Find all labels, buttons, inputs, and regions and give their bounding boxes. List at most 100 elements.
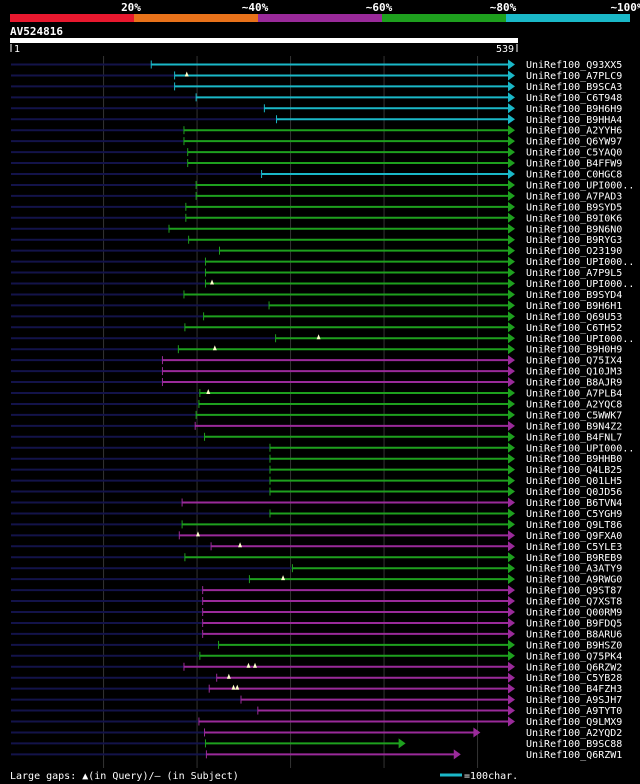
hit-row[interactable]: UniRef100_C5YAQ0 bbox=[11, 147, 622, 159]
hit-row[interactable]: UniRef100_A2YQC8 bbox=[11, 398, 622, 411]
hit-label[interactable]: UniRef100_UPI000.. bbox=[526, 334, 634, 345]
hit-label[interactable]: UniRef100_A3ATY9 bbox=[526, 564, 622, 575]
hit-row[interactable]: UniRef100_B8AJR9 bbox=[11, 377, 622, 389]
hit-row[interactable]: UniRef100_Q00RM9 bbox=[11, 607, 622, 619]
hit-label[interactable]: UniRef100_A7P9L5 bbox=[526, 268, 622, 279]
hit-row[interactable]: UniRef100_B4FZH3 bbox=[11, 683, 622, 696]
hit-row[interactable]: UniRef100_Q0JD56 bbox=[11, 486, 622, 499]
hit-label[interactable]: UniRef100_A7PLC9 bbox=[526, 71, 622, 82]
hit-label[interactable]: UniRef100_A7PAD3 bbox=[526, 191, 622, 202]
hit-row[interactable]: UniRef100_A7PLC9 bbox=[11, 70, 622, 82]
hit-row[interactable]: UniRef100_B9HSZ0 bbox=[11, 639, 622, 652]
hit-row[interactable]: UniRef100_UPI000.. bbox=[11, 278, 634, 291]
hit-row[interactable]: UniRef100_Q69U53 bbox=[11, 311, 622, 323]
hit-row[interactable]: UniRef100_B9H6H1 bbox=[11, 300, 622, 312]
hit-row[interactable]: UniRef100_A7PLB4 bbox=[11, 388, 622, 400]
hit-label[interactable]: UniRef100_C5YB28 bbox=[526, 673, 622, 684]
hit-row[interactable]: UniRef100_Q10JM3 bbox=[11, 366, 622, 378]
hit-row[interactable]: UniRef100_B9SYD4 bbox=[11, 289, 622, 301]
hit-row[interactable]: UniRef100_UPI000.. bbox=[11, 333, 634, 345]
hit-row[interactable]: UniRef100_Q9FXA0 bbox=[11, 530, 622, 542]
hit-row[interactable]: UniRef100_A3ATY9 bbox=[11, 563, 622, 575]
hit-label[interactable]: UniRef100_A2YYH6 bbox=[526, 126, 622, 137]
hit-label[interactable]: UniRef100_B9SC88 bbox=[526, 739, 622, 750]
hit-row[interactable]: UniRef100_Q6YW97 bbox=[11, 136, 622, 148]
hit-label[interactable]: UniRef100_B9SCA3 bbox=[526, 82, 622, 93]
hit-label[interactable]: UniRef100_B9HSZ0 bbox=[526, 640, 622, 651]
hit-row[interactable]: UniRef100_A9SJH7 bbox=[11, 694, 622, 707]
hit-row[interactable]: UniRef100_A2YYH6 bbox=[11, 125, 622, 137]
hit-row[interactable]: UniRef100_UPI000.. bbox=[11, 256, 634, 269]
hit-label[interactable]: UniRef100_Q10JM3 bbox=[526, 367, 622, 378]
hit-row[interactable]: UniRef100_A9TYT0 bbox=[11, 705, 622, 718]
hit-row[interactable]: UniRef100_Q4LB25 bbox=[11, 464, 622, 477]
hit-label[interactable]: UniRef100_UPI000.. bbox=[526, 279, 634, 290]
hit-label[interactable]: UniRef100_Q6RZW1 bbox=[526, 750, 622, 761]
hit-row[interactable]: UniRef100_B4FNL7 bbox=[11, 431, 622, 444]
hit-row[interactable]: UniRef100_B9FDQ5 bbox=[11, 617, 622, 630]
hit-row[interactable]: UniRef100_A7PAD3 bbox=[11, 190, 622, 203]
hit-row[interactable]: UniRef100_Q9LT86 bbox=[11, 519, 622, 531]
hit-label[interactable]: UniRef100_A2YQD2 bbox=[526, 728, 622, 739]
hit-row[interactable]: UniRef100_B9SC88 bbox=[11, 738, 622, 750]
hit-label[interactable]: UniRef100_Q69U53 bbox=[526, 312, 622, 323]
hit-row[interactable]: UniRef100_Q01LH5 bbox=[11, 475, 622, 488]
hit-label[interactable]: UniRef100_UPI000.. bbox=[526, 180, 634, 191]
hit-label[interactable]: UniRef100_B9H6H1 bbox=[526, 301, 622, 312]
hit-row[interactable]: UniRef100_C6T948 bbox=[11, 92, 622, 104]
hit-label[interactable]: UniRef100_B9RYG3 bbox=[526, 235, 622, 246]
hit-label[interactable]: UniRef100_A2YQC8 bbox=[526, 399, 622, 410]
hit-row[interactable]: UniRef100_B8ARU6 bbox=[11, 628, 622, 641]
hit-row[interactable]: UniRef100_B9HHB0 bbox=[11, 453, 622, 466]
hit-row[interactable]: UniRef100_Q93XX5 bbox=[11, 59, 622, 72]
hit-label[interactable]: UniRef100_O23190 bbox=[526, 246, 622, 257]
hit-label[interactable]: UniRef100_B9N6N0 bbox=[526, 224, 622, 235]
hit-row[interactable]: UniRef100_C0HGC8 bbox=[11, 169, 622, 181]
hit-row[interactable]: UniRef100_B4FFW9 bbox=[11, 158, 622, 170]
hit-label[interactable]: UniRef100_Q0JD56 bbox=[526, 487, 622, 498]
hit-label[interactable]: UniRef100_B9SYD4 bbox=[526, 290, 622, 301]
hit-label[interactable]: UniRef100_UPI000.. bbox=[526, 257, 634, 268]
hit-row[interactable]: UniRef100_B9H6H9 bbox=[11, 103, 622, 115]
hit-label[interactable]: UniRef100_Q9ST87 bbox=[526, 586, 622, 597]
hit-row[interactable]: UniRef100_C5YGH9 bbox=[11, 508, 622, 520]
hit-label[interactable]: UniRef100_Q75PK4 bbox=[526, 651, 622, 662]
hit-row[interactable]: UniRef100_Q75PK4 bbox=[11, 650, 622, 663]
hit-label[interactable]: UniRef100_Q93XX5 bbox=[526, 60, 622, 71]
hit-label[interactable]: UniRef100_C6TH52 bbox=[526, 323, 622, 334]
hit-label[interactable]: UniRef100_B9REB9 bbox=[526, 553, 622, 564]
hit-label[interactable]: UniRef100_B4FNL7 bbox=[526, 432, 622, 443]
hit-label[interactable]: UniRef100_C5WWK7 bbox=[526, 410, 622, 421]
hit-row[interactable]: UniRef100_B9N6N0 bbox=[11, 223, 622, 236]
hit-label[interactable]: UniRef100_B9SYD5 bbox=[526, 202, 622, 213]
hit-row[interactable]: UniRef100_Q9LMX9 bbox=[11, 716, 622, 729]
hit-label[interactable]: UniRef100_C5YAQ0 bbox=[526, 148, 622, 159]
hit-label[interactable]: UniRef100_B8AJR9 bbox=[526, 378, 622, 389]
hit-label[interactable]: UniRef100_C5YGH9 bbox=[526, 509, 622, 520]
hit-row[interactable]: UniRef100_B9HHA4 bbox=[11, 114, 622, 126]
hit-label[interactable]: UniRef100_A9SJH7 bbox=[526, 695, 622, 706]
hit-label[interactable]: UniRef100_B9HHA4 bbox=[526, 115, 622, 126]
hit-label[interactable]: UniRef100_B9HHB0 bbox=[526, 454, 622, 465]
hit-row[interactable]: UniRef100_C6TH52 bbox=[11, 322, 622, 334]
hit-label[interactable]: UniRef100_Q9LT86 bbox=[526, 520, 622, 531]
hit-label[interactable]: UniRef100_C5YLE3 bbox=[526, 542, 622, 553]
hit-row[interactable]: UniRef100_O23190 bbox=[11, 245, 622, 258]
hit-label[interactable]: UniRef100_Q6RZW2 bbox=[526, 662, 622, 673]
hit-label[interactable]: UniRef100_Q75IX4 bbox=[526, 356, 622, 367]
hit-row[interactable]: UniRef100_B9REB9 bbox=[11, 552, 622, 564]
hit-label[interactable]: UniRef100_Q4LB25 bbox=[526, 465, 622, 476]
hit-label[interactable]: UniRef100_Q00RM9 bbox=[526, 608, 622, 619]
hit-row[interactable]: UniRef100_B9SYD5 bbox=[11, 201, 622, 214]
hit-row[interactable]: UniRef100_B9N4Z2 bbox=[11, 420, 622, 433]
hit-label[interactable]: UniRef100_B4FFW9 bbox=[526, 159, 622, 170]
hit-row[interactable]: UniRef100_UPI000.. bbox=[11, 442, 634, 455]
hit-row[interactable]: UniRef100_Q7XST8 bbox=[11, 596, 622, 608]
hit-row[interactable]: UniRef100_C5YLE3 bbox=[11, 541, 622, 553]
hit-row[interactable]: UniRef100_C5WWK7 bbox=[11, 409, 622, 422]
hit-row[interactable]: UniRef100_Q6RZW2 bbox=[11, 661, 622, 674]
hit-row[interactable]: UniRef100_A2YQD2 bbox=[11, 727, 622, 739]
hit-label[interactable]: UniRef100_B9H6H9 bbox=[526, 104, 622, 115]
hit-label[interactable]: UniRef100_B9FDQ5 bbox=[526, 618, 622, 629]
hit-label[interactable]: UniRef100_B4FZH3 bbox=[526, 684, 622, 695]
